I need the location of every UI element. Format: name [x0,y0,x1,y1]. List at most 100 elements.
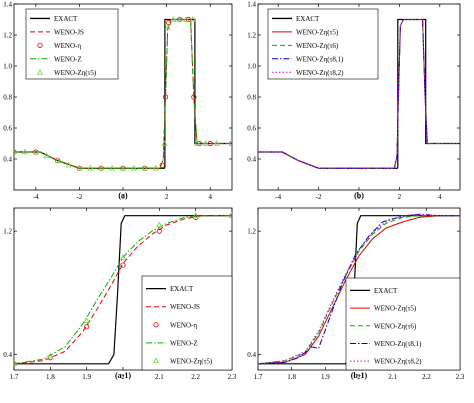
data-point [130,164,137,171]
legend-label: WENO-Zη(τ5) [374,305,417,313]
series-line-4 [14,215,232,365]
plot-area [14,16,232,171]
data-point [170,16,177,22]
data-point [14,148,18,155]
legend-label: WENO-Zη(τ8,1) [296,55,344,63]
data-point [47,352,54,359]
legend-label: EXACT [296,15,320,23]
legend-label: WENO-Zη(τ5) [170,357,213,365]
data-point [84,324,90,330]
legend-label: WENO-JS [170,303,200,311]
series-line-2 [258,215,460,365]
chart-panel-4: 1.7 1.8 1.9 2 2.1 2.2 2.3 0.4 1.2 (b-1) EXACT WENO-… [247,207,465,381]
legend-label: WENO-JS [54,28,84,36]
data-point [156,221,163,228]
data-point [213,140,220,146]
chart-panel-1: -4 -2 0 2 4 0.4 0.6 0.8 1.0 1.2 1.4 (a) EXACT WENO-JS… [3,1,233,201]
x-tick-label: 2.1 [155,373,164,381]
data-point [65,161,72,168]
y-tick-label: 0.4 [247,156,256,164]
data-point [76,164,83,171]
chart-panel-2: -4 -2 0 2 4 0.4 0.6 0.8 1.0 1.2 1.4 (b) EXACT WENO-Zη… [247,1,461,201]
x-tick-label: 1.7 [254,373,263,381]
chart-panel-3: 1.7 1.8 1.9 2 2.1 2.2 2.3 0.4 1.2 (a-1) EXACT WENO-… [3,207,237,381]
x-tick-label: 4 [438,193,442,201]
y-tick-label: 1.2 [3,228,12,236]
data-point [202,140,209,146]
legend-marker [37,42,43,48]
legend-label: WENO-η [170,321,197,329]
panel-label: (a-1) [115,371,131,380]
data-point [189,16,196,22]
legend-label: WENO-Z [54,55,82,63]
x-tick-label: 2.1 [388,373,397,381]
y-tick-label: 0.6 [247,125,256,133]
x-tick-label: 2 [398,193,402,201]
data-point [228,212,232,218]
x-tick-label: 2 [165,193,169,201]
data-point [164,23,171,30]
series-markers-5 [14,16,232,171]
y-tick-label: 1.2 [247,32,256,40]
data-point [83,317,90,323]
y-tick-label: 1.4 [3,1,12,9]
legend: EXACT WENO-Zη(τ5) WENO-Zη(τ6) WENO-Zη(τ8,1)… [345,277,461,371]
data-point [176,16,183,22]
legend: EXACT WENO-JS WENO-η WENO-Z WENO-Zη(τ5) [141,275,233,371]
y-tick-label: 1.0 [247,63,256,71]
y-tick-label: 1.2 [3,32,12,40]
data-point [119,253,127,260]
legend-box [267,8,379,80]
data-point [161,140,168,146]
x-tick-label: -2 [76,193,82,201]
x-tick-label: 1.8 [46,373,55,381]
x-tick-label: -2 [316,193,322,201]
data-point [152,164,159,171]
legend-label: WENO-Zη(τ8,2) [374,358,422,366]
x-tick-label: 2.3 [228,373,237,381]
x-tick-label: -4 [33,193,39,201]
y-tick-label: 0.4 [3,156,12,164]
x-tick-label: 2.2 [191,373,200,381]
legend-label: EXACT [54,15,78,23]
x-tick-label: 1.9 [82,373,91,381]
data-point [192,212,199,218]
data-point [32,148,39,155]
legend-label: WENO-Zη(τ8,1) [374,340,422,348]
panel-label: (a) [118,191,128,200]
series-line-1 [14,215,232,365]
data-point [21,148,28,155]
data-point [141,164,148,171]
panel-label: (b) [354,191,364,200]
x-tick-label: 0 [357,193,361,201]
legend-marker [36,68,44,75]
series-line-2 [14,215,232,365]
legend-label: WENO-η [54,42,81,50]
x-tick-label: 0 [121,193,125,201]
legend-label: WENO-Zη(τ6) [374,322,417,330]
panel-label: (b-1) [351,371,368,380]
y-tick-label: 0.4 [3,351,12,359]
y-tick-label: 1.4 [247,1,256,9]
legend-label: EXACT [170,285,194,293]
data-point [54,157,61,163]
data-point [43,152,50,159]
x-tick-label: 2 [121,373,125,381]
data-point [194,140,201,146]
legend-label: WENO-Zη(τ6) [296,42,339,50]
legend-marker [153,322,159,328]
x-tick-label: 1.9 [321,373,330,381]
data-point [156,228,162,234]
plot-area [14,212,232,367]
data-point [183,16,190,22]
y-tick-label: 0.8 [247,94,256,102]
legend-label: WENO-Zη(τ5) [296,28,339,36]
data-point [166,19,172,26]
series-markers-5 [14,212,232,367]
legend-label: WENO-Zη(τ5) [54,69,97,77]
legend-marker [152,357,160,364]
x-tick-label: 4 [208,193,212,201]
x-tick-label: 2 [357,373,361,381]
legend: EXACT WENO-Zη(τ5) WENO-Zη(τ6) WENO-Zη(τ8,1)… [267,8,379,80]
data-point [109,164,116,171]
